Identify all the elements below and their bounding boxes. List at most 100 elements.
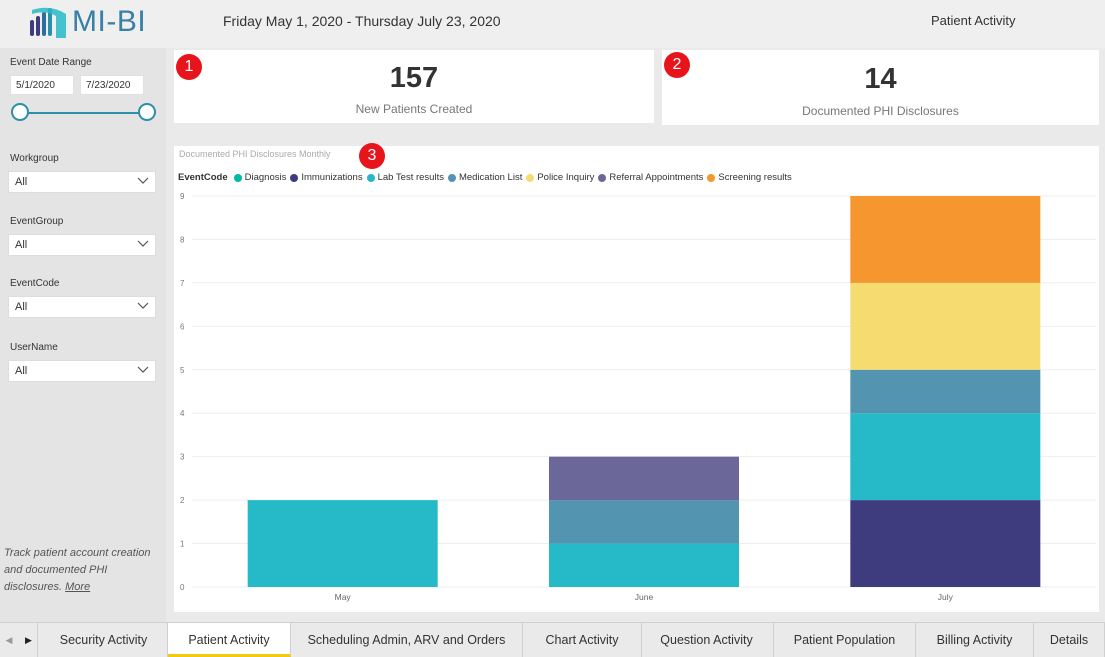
legend-label: Immunizations bbox=[301, 172, 363, 183]
tab-scheduling-admin-arv-and-orders[interactable]: Scheduling Admin, ARV and Orders bbox=[291, 623, 523, 657]
phi-disclosures-label: Documented PHI Disclosures bbox=[802, 104, 959, 118]
legend-item[interactable]: Lab Test results bbox=[366, 172, 444, 183]
legend-label: Police Inquiry bbox=[537, 172, 595, 183]
username-label: UserName bbox=[10, 342, 58, 353]
logo: MI-BI bbox=[28, 4, 146, 40]
bar-segment[interactable] bbox=[549, 500, 739, 544]
date-slider-start-handle[interactable] bbox=[11, 103, 29, 121]
stacked-bar-chart: 0 1 2 3 4 5 6 7 8 9 May June July bbox=[180, 192, 1096, 602]
right-arrow-icon[interactable]: ▶ bbox=[20, 623, 38, 657]
date-slider-end-handle[interactable] bbox=[138, 103, 156, 121]
phi-disclosures-card: 14 Documented PHI Disclosures bbox=[662, 50, 1099, 125]
legend-dot-icon bbox=[366, 173, 375, 182]
legend-title: EventCode bbox=[178, 172, 228, 183]
y-tick-label: 5 bbox=[180, 366, 185, 375]
legend-item[interactable]: Police Inquiry bbox=[526, 172, 594, 183]
eventcode-dropdown[interactable]: All bbox=[8, 296, 156, 318]
logo-bars-icon bbox=[30, 7, 66, 38]
bar-segment[interactable] bbox=[850, 196, 1041, 283]
tab-billing-activity[interactable]: Billing Activity bbox=[916, 623, 1034, 657]
chevron-down-icon bbox=[137, 177, 149, 184]
end-date-input[interactable]: 7/23/2020 bbox=[80, 75, 144, 95]
new-patients-card: 157 New Patients Created bbox=[174, 50, 654, 123]
bar-segment[interactable] bbox=[850, 413, 1041, 501]
legend-dot-icon bbox=[598, 173, 607, 182]
tab-details[interactable]: Details bbox=[1034, 623, 1105, 657]
bar-segment[interactable] bbox=[247, 500, 438, 587]
x-tick-label: May bbox=[335, 592, 352, 602]
tab-question-activity[interactable]: Question Activity bbox=[640, 623, 774, 657]
legend-dot-icon bbox=[707, 173, 716, 182]
username-value: All bbox=[15, 365, 28, 377]
workgroup-dropdown[interactable]: All bbox=[8, 171, 156, 193]
legend-item[interactable]: Screening results bbox=[707, 172, 792, 183]
callout-badge-3: 3 bbox=[359, 143, 385, 169]
y-tick-label: 7 bbox=[180, 279, 185, 288]
legend-label: Medication List bbox=[458, 172, 523, 183]
chart-legend: EventCode Diagnosis Immunizations Lab Test… bbox=[178, 172, 796, 183]
phi-monthly-chart-card: Documented PHI Disclosures Monthly Event… bbox=[174, 146, 1099, 612]
bar-segment[interactable] bbox=[850, 282, 1041, 370]
legend-dot-icon bbox=[233, 173, 242, 182]
tab-patient-population[interactable]: Patient Population bbox=[774, 623, 916, 657]
page-description: Track patient account creation and docum… bbox=[4, 545, 162, 596]
workgroup-value: All bbox=[15, 176, 28, 188]
description-text: Track patient account creation and docum… bbox=[4, 547, 151, 593]
more-link[interactable]: More bbox=[65, 581, 91, 593]
start-date-input[interactable]: 5/1/2020 bbox=[10, 75, 74, 95]
x-tick-label: July bbox=[938, 592, 954, 602]
tab-chart-activity[interactable]: Chart Activity bbox=[523, 623, 642, 657]
y-tick-label: 9 bbox=[180, 192, 185, 201]
eventgroup-value: All bbox=[15, 239, 28, 251]
left-arrow-icon[interactable]: ◀ bbox=[5, 635, 13, 645]
y-tick-label: 1 bbox=[180, 540, 185, 549]
y-tick-label: 0 bbox=[180, 583, 185, 592]
callout-badge-1: 1 bbox=[176, 54, 202, 80]
legend-item[interactable]: Diagnosis bbox=[233, 172, 287, 183]
legend-label: Diagnosis bbox=[244, 172, 287, 183]
legend-label: Lab Test results bbox=[377, 172, 444, 183]
eventcode-label: EventCode bbox=[10, 278, 60, 289]
y-tick-label: 3 bbox=[180, 453, 185, 462]
legend-label: Screening results bbox=[718, 172, 792, 183]
date-slider-track[interactable] bbox=[20, 112, 148, 114]
bar-segment[interactable] bbox=[850, 369, 1041, 414]
y-tick-label: 8 bbox=[180, 235, 185, 244]
eventgroup-dropdown[interactable]: All bbox=[8, 234, 156, 256]
username-dropdown[interactable]: All bbox=[8, 360, 156, 382]
tab-patient-activity[interactable]: Patient Activity bbox=[168, 623, 291, 657]
date-range-text: Friday May 1, 2020 - Thursday July 23, 2… bbox=[223, 13, 501, 29]
page-tab-bar: ◀ ▶ Security Activity Patient Activity Sch… bbox=[0, 622, 1105, 657]
bar-segment[interactable] bbox=[549, 456, 739, 501]
workgroup-label: Workgroup bbox=[10, 153, 59, 164]
page-title: Patient Activity bbox=[931, 13, 1016, 28]
event-date-range-label: Event Date Range bbox=[10, 57, 92, 68]
y-tick-label: 4 bbox=[180, 409, 185, 418]
logo-text: MI-BI bbox=[72, 5, 147, 38]
eventgroup-label: EventGroup bbox=[10, 216, 64, 227]
legend-item[interactable]: Immunizations bbox=[290, 172, 363, 183]
bar-segment[interactable] bbox=[850, 500, 1041, 587]
y-tick-label: 2 bbox=[180, 496, 185, 505]
filter-sidebar: Event Date Range 5/1/2020 7/23/2020 Work… bbox=[0, 48, 166, 622]
chevron-down-icon bbox=[137, 302, 149, 309]
callout-badge-2: 2 bbox=[664, 52, 690, 78]
tab-security-activity[interactable]: Security Activity bbox=[40, 623, 168, 657]
header-bar: MI-BI Friday May 1, 2020 - Thursday July… bbox=[0, 0, 1105, 48]
y-tick-label: 6 bbox=[180, 322, 185, 331]
new-patients-label: New Patients Created bbox=[355, 102, 473, 116]
legend-dot-icon bbox=[447, 173, 456, 182]
new-patients-value: 157 bbox=[389, 62, 439, 94]
eventcode-value: All bbox=[15, 301, 28, 313]
chevron-down-icon bbox=[137, 240, 149, 247]
phi-disclosures-value: 14 bbox=[864, 63, 897, 95]
chevron-down-icon bbox=[137, 366, 149, 373]
legend-dot-icon bbox=[290, 173, 299, 182]
x-tick-label: June bbox=[635, 592, 654, 602]
legend-dot-icon bbox=[526, 173, 535, 182]
legend-label: Referral Appointments bbox=[609, 172, 704, 183]
legend-item[interactable]: Medication List bbox=[447, 172, 523, 183]
chart-title: Documented PHI Disclosures Monthly bbox=[179, 149, 331, 159]
bar-segment[interactable] bbox=[549, 543, 739, 587]
legend-item[interactable]: Referral Appointments bbox=[598, 172, 703, 183]
